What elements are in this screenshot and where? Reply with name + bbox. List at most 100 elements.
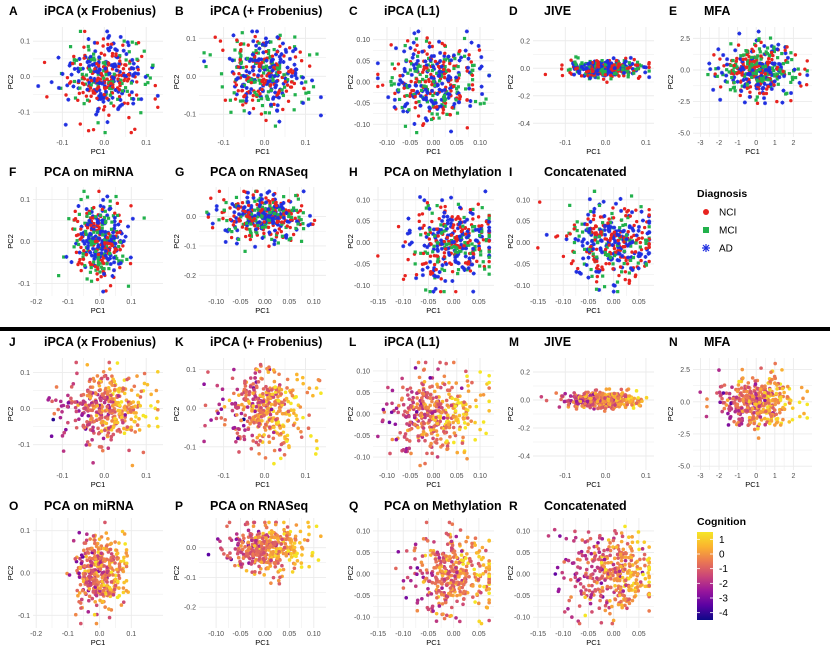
point-nci — [433, 59, 438, 64]
point-nci — [429, 72, 433, 77]
point-ad-stroke — [97, 55, 101, 60]
point-mci — [766, 78, 770, 82]
point-ad — [69, 72, 74, 77]
point-ad — [107, 71, 112, 76]
point-ad-stroke — [437, 69, 442, 74]
point-mci — [396, 88, 401, 92]
point-ad-stroke — [250, 52, 255, 57]
point-ad-stroke — [466, 56, 471, 61]
point-mci — [415, 131, 419, 135]
point-ad — [424, 95, 429, 100]
point-ad — [273, 90, 278, 95]
point-ad-stroke — [76, 69, 81, 74]
panel-letter: C — [349, 4, 358, 18]
point-mci — [750, 62, 754, 66]
point-mci — [390, 76, 394, 80]
point-ad-stroke — [449, 58, 453, 63]
point-ad-stroke — [235, 92, 239, 97]
point-ad-stroke — [106, 36, 110, 40]
point-nci — [772, 83, 776, 87]
point-ad — [429, 98, 434, 103]
point-mci — [781, 62, 785, 66]
point-ad-stroke — [432, 76, 436, 81]
point-mci — [437, 116, 441, 120]
point-nci — [81, 75, 85, 80]
point-ad-stroke — [476, 44, 481, 48]
point-nci — [236, 89, 240, 93]
point-ad — [487, 73, 492, 78]
point-nci — [560, 63, 564, 67]
point-nci — [376, 72, 380, 77]
point-ad — [454, 75, 459, 80]
point-ad-stroke — [129, 66, 134, 70]
point-ad-stroke — [124, 52, 129, 56]
point-ad-stroke — [394, 46, 398, 50]
point-ad-stroke — [131, 73, 135, 78]
point-mci — [776, 82, 780, 86]
point-mci — [239, 54, 243, 58]
point-mci — [759, 76, 763, 80]
point-mci — [240, 31, 244, 35]
x-tick-label: 0.1 — [141, 140, 151, 147]
point-nci — [718, 57, 722, 61]
point-ad-stroke — [251, 39, 256, 43]
point-mci — [282, 73, 286, 77]
point-ad-stroke — [118, 70, 122, 74]
point-ad — [405, 101, 410, 106]
point-ad-stroke — [452, 53, 456, 58]
x-axis-label: PC1 — [255, 147, 270, 156]
point-mci — [420, 95, 425, 99]
point-mci — [727, 70, 731, 74]
y-tick-label: 0.00 — [356, 80, 370, 87]
point-ad — [90, 62, 95, 67]
point-mci — [247, 79, 251, 84]
point-ad-stroke — [400, 80, 404, 85]
point-ad-stroke — [96, 107, 100, 111]
point-nci — [265, 74, 269, 78]
point-ad — [247, 70, 252, 75]
point-nci — [754, 43, 758, 48]
point-nci — [465, 126, 470, 130]
point-ad — [448, 75, 453, 80]
point-ad — [431, 64, 436, 69]
point-ad — [479, 84, 484, 89]
point-mci — [307, 90, 311, 95]
point-ad-stroke — [257, 46, 262, 51]
point-nci — [107, 113, 111, 117]
point-ad-stroke — [423, 116, 428, 121]
x-tick-label: -0.05 — [402, 140, 418, 147]
point-mci — [772, 69, 776, 73]
point-mci — [119, 78, 123, 82]
point-ad — [741, 77, 746, 82]
point-nci — [260, 60, 264, 65]
point-mci — [268, 55, 272, 59]
point-ad — [155, 93, 160, 98]
panel-letter: A — [9, 4, 18, 18]
point-ad — [293, 73, 298, 78]
point-ad-stroke — [459, 55, 463, 60]
point-nci — [260, 74, 264, 78]
point-ad-stroke — [94, 112, 98, 117]
point-ad — [66, 97, 71, 102]
y-tick-label: -0.4 — [518, 121, 530, 128]
point-ad — [234, 77, 239, 82]
point-ad-stroke — [430, 89, 434, 93]
point-ad — [375, 61, 380, 66]
point-mci — [421, 77, 425, 82]
point-mci — [139, 111, 143, 115]
point-nci — [98, 77, 103, 81]
point-nci — [764, 91, 769, 96]
point-ad — [247, 111, 252, 116]
point-nci — [376, 84, 380, 89]
point-mci — [429, 117, 434, 122]
point-ad-stroke — [93, 49, 98, 54]
point-mci — [574, 62, 578, 66]
x-tick-label: 0.10 — [473, 140, 487, 147]
point-nci — [798, 72, 802, 76]
point-mci — [444, 69, 449, 73]
point-mci — [403, 124, 408, 128]
point-ad-stroke — [412, 31, 417, 36]
point-mci — [463, 54, 467, 58]
point-ad — [318, 113, 323, 118]
point-mci — [135, 57, 139, 61]
